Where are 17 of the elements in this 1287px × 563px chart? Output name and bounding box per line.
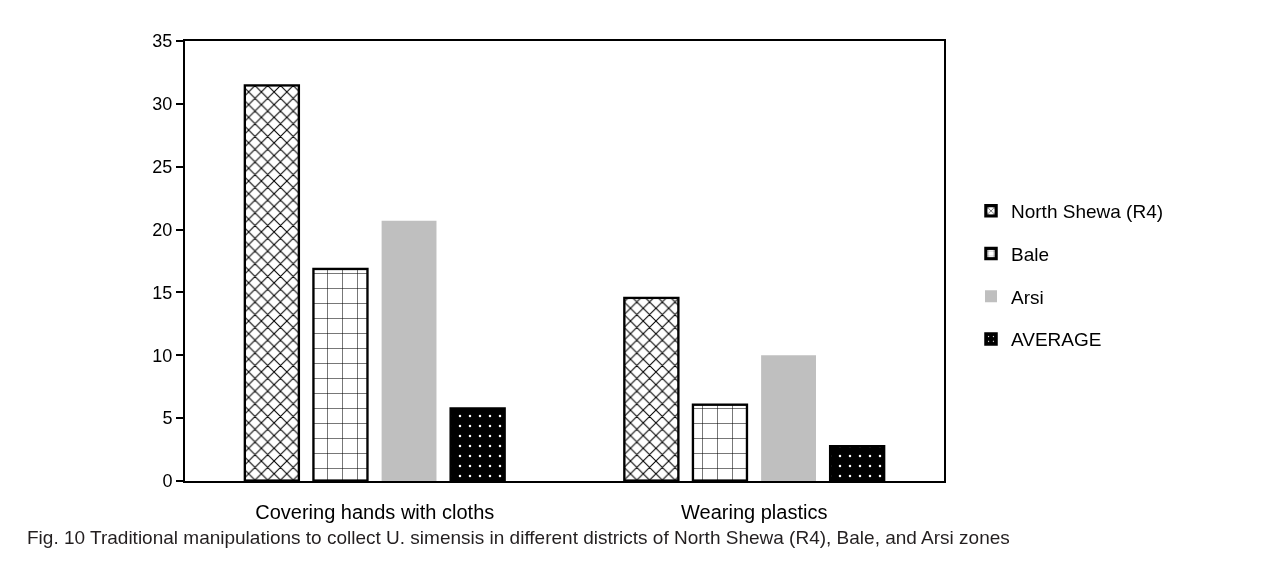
- y-tick-label: 15: [152, 282, 173, 303]
- x-tick-label: Covering hands with cloths: [255, 501, 495, 523]
- y-tick-label: 20: [152, 219, 173, 240]
- legend-label: North Shewa (R4): [1011, 201, 1164, 223]
- legend-label: Bale: [1011, 243, 1050, 265]
- bar: [381, 220, 437, 481]
- legend-label: Arsi: [1011, 286, 1044, 308]
- bar: [761, 355, 816, 481]
- y-tick-label: 0: [162, 471, 173, 492]
- caption: Fig. 10 Traditional manipulations to collect U. simensis in different districts of North Shewa (R4), Bale, and Arsi zones: [27, 527, 1010, 548]
- y-tick-label: 5: [162, 408, 173, 429]
- y-tick-label: 35: [152, 31, 173, 52]
- legend-label: AVERAGE: [1011, 329, 1102, 351]
- y-tick-label: 30: [152, 94, 173, 115]
- y-tick-label: 10: [152, 345, 173, 366]
- x-tick-label: Wearing plastics: [681, 501, 828, 523]
- y-tick-label: 25: [152, 157, 173, 178]
